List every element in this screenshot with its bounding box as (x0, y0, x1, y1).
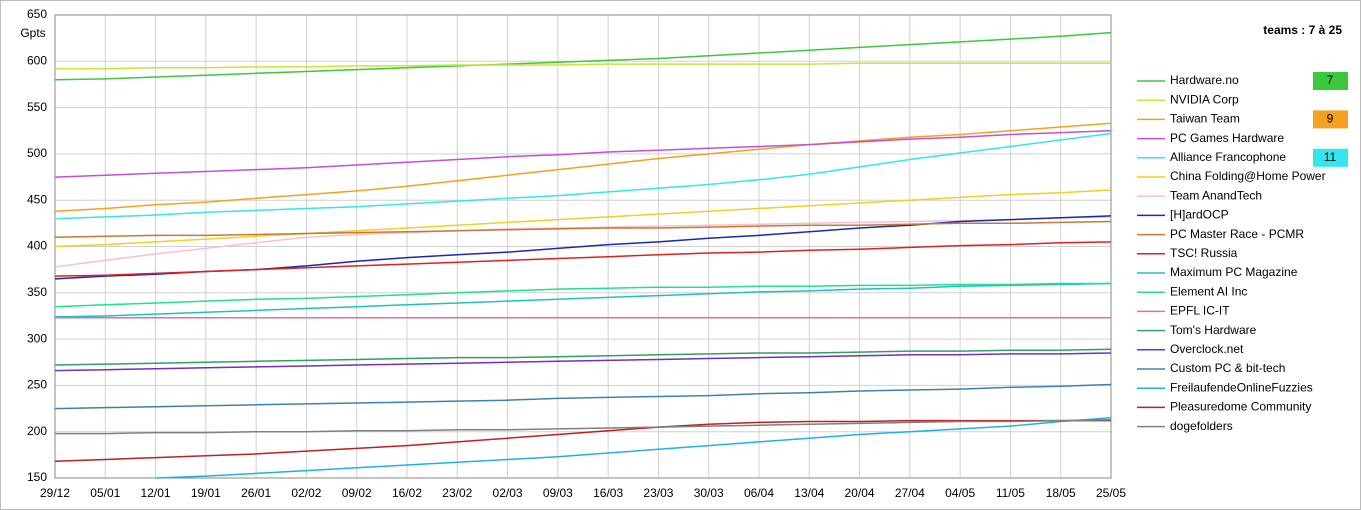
legend-label: Alliance Francophone (1170, 150, 1286, 164)
y-tick-label: 550 (27, 100, 47, 114)
rank-badge-label: 9 (1327, 112, 1334, 126)
legend-label: Pleasuredome Community (1170, 400, 1311, 414)
x-tick-label: 19/01 (191, 486, 221, 500)
x-tick-label: 23/03 (643, 486, 673, 500)
x-tick-label: 05/01 (90, 486, 120, 500)
rank-badge-label: 7 (1327, 73, 1334, 87)
series-line (54, 348, 1112, 366)
rank-badge (1313, 72, 1348, 90)
x-tick-label: 04/05 (945, 486, 975, 500)
x-tick-label: 09/02 (342, 486, 372, 500)
x-tick-label: 26/01 (241, 486, 271, 500)
y-tick-label: 150 (27, 470, 47, 484)
series-line (55, 62, 1111, 70)
legend-label: NVIDIA Corp (1170, 92, 1239, 106)
x-tick-label: 02/03 (493, 486, 523, 500)
y-axis-label: Gpts (20, 26, 45, 40)
series-line (54, 122, 1112, 213)
series-line (54, 352, 1112, 372)
x-tick-label: 13/04 (794, 486, 824, 500)
legend-label: Element AI Inc (1170, 284, 1247, 298)
series-line (54, 216, 1112, 268)
legend-label: [H]ardOCP (1170, 208, 1229, 222)
legend-label: FreilaufendeOnlineFuzzies (1170, 380, 1313, 394)
legend-label: Custom PC & bit-tech (1170, 361, 1285, 375)
x-tick-label: 30/03 (694, 486, 724, 500)
legend-label: Taiwan Team (1170, 112, 1240, 126)
y-tick-label: 400 (27, 239, 47, 253)
legend-label: dogefolders (1170, 419, 1233, 433)
legend-label: Team AnandTech (1170, 188, 1262, 202)
x-tick-label: 16/02 (392, 486, 422, 500)
series-line (54, 130, 1112, 178)
series-line (54, 220, 1112, 238)
y-tick-label: 200 (27, 424, 47, 438)
x-tick-label: 18/05 (1046, 486, 1076, 500)
y-tick-label: 250 (27, 378, 47, 392)
x-tick-label: 23/02 (442, 486, 472, 500)
series-line (54, 419, 1111, 463)
y-tick-label: 500 (27, 146, 47, 160)
x-tick-label: 09/03 (543, 486, 573, 500)
x-tick-label: 02/02 (291, 486, 321, 500)
y-tick-label: 600 (27, 53, 47, 67)
x-tick-label: 20/04 (845, 486, 875, 500)
legend-label: China Folding@Home Power (1170, 169, 1326, 183)
x-tick-label: 11/05 (996, 486, 1025, 500)
x-tick-label: 29/12 (40, 486, 70, 500)
y-tick-label: 450 (27, 192, 47, 206)
series-line (54, 282, 1111, 308)
series-line (54, 241, 1112, 277)
legend-label: Tom's Hardware (1170, 323, 1257, 337)
series-line (54, 282, 1112, 318)
series-line (54, 132, 1112, 220)
rank-badge-label: 11 (1324, 150, 1337, 164)
legend-label: Overclock.net (1170, 342, 1244, 356)
panel-title: teams : 7 à 25 (1263, 23, 1342, 37)
series-line (54, 189, 1112, 248)
y-tick-label: 650 (27, 7, 47, 21)
legend-label: Hardware.no (1170, 73, 1239, 87)
series-line (54, 31, 1112, 81)
series-line (155, 417, 1112, 479)
legend-label: TSC! Russia (1170, 246, 1238, 260)
rank-badge (1313, 110, 1348, 129)
series-line (55, 418, 1112, 435)
rank-badge (1313, 148, 1348, 167)
legend-label: PC Master Race - PCMR (1170, 227, 1304, 241)
y-tick-label: 300 (27, 331, 47, 345)
x-tick-label: 16/03 (593, 486, 623, 500)
x-tick-label: 12/01 (141, 486, 171, 500)
series-line (54, 383, 1112, 410)
x-tick-label: 27/04 (895, 486, 925, 500)
y-tick-label: 350 (27, 285, 47, 299)
x-tick-label: 25/05 (1096, 486, 1126, 500)
legend-label: PC Games Hardware (1170, 131, 1284, 145)
x-tick-label: 06/04 (744, 486, 774, 500)
legend-label: Maximum PC Magazine (1170, 265, 1298, 279)
legend-label: EPFL IC-IT (1170, 304, 1230, 318)
